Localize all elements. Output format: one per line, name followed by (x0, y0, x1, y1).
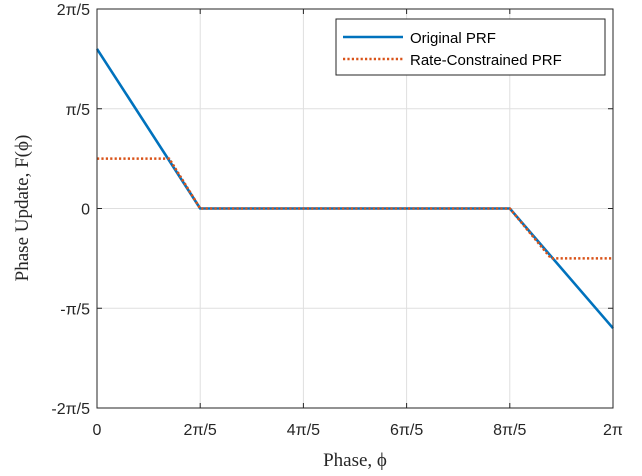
x-tick-label: 4π/5 (287, 422, 320, 439)
x-tick-label: 6π/5 (390, 422, 423, 439)
y-axis-title: Phase Update, F(ϕ) (12, 135, 33, 282)
axis-ticks (96, 8, 614, 409)
x-tick-label: 2π/5 (184, 422, 217, 439)
legend-label-rate-constrained-prf: Rate-Constrained PRF (410, 52, 562, 69)
y-tick-label: 2π/5 (57, 2, 90, 19)
legend: Original PRF Rate-Constrained PRF (335, 18, 606, 76)
series-layer (95, 48, 614, 330)
tick-labels: 0 2π/5 4π/5 6π/5 8π/5 2π 2π/5 π/5 0 -π/5 -2π/5 (51, 2, 623, 439)
y-tick-label: -π/5 (60, 301, 90, 318)
y-tick-label: 0 (81, 202, 90, 219)
x-tick-label: 0 (93, 422, 102, 439)
x-axis-title: Phase, ϕ (323, 450, 387, 471)
series-line-rate-constrained-prf (97, 157, 613, 260)
y-tick-label: π/5 (66, 102, 90, 119)
x-tick-label: 2π (603, 422, 623, 439)
series-line-original-prf (95, 48, 614, 330)
legend-label-original-prf: Original PRF (410, 30, 496, 47)
legend-box (335, 18, 606, 76)
x-tick-label: 8π/5 (493, 422, 526, 439)
y-tick-label: -2π/5 (51, 401, 90, 418)
